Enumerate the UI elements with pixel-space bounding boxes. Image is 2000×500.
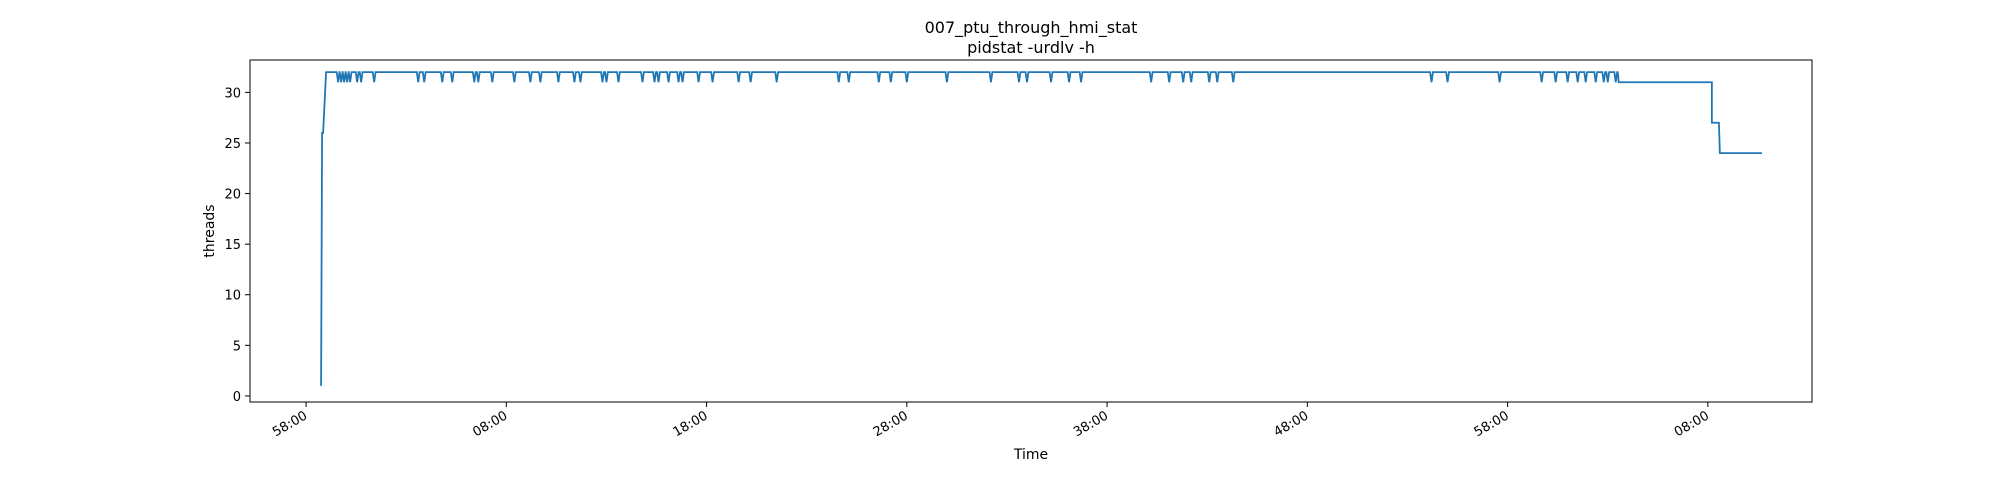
chart-title: 007_ptu_through_hmi_stat <box>925 18 1138 38</box>
x-tick-label: 18:00 <box>671 408 711 440</box>
y-tick-label: 5 <box>233 339 241 354</box>
x-axis-label: Time <box>1013 447 1048 463</box>
x-tick-label: 08:00 <box>1672 408 1712 440</box>
series-line-threads <box>320 71 1762 386</box>
x-tick-label: 28:00 <box>871 408 911 440</box>
y-tick-label: 15 <box>224 238 241 253</box>
x-axis: 58:00 08:00 18:00 28:00 38:00 48:00 58:00 08:00 <box>270 402 1712 440</box>
x-tick-label: 58:00 <box>270 408 310 440</box>
y-axis: 0 5 10 15 20 25 30 <box>224 86 250 405</box>
x-tick-label: 58:00 <box>1472 408 1512 440</box>
y-axis-label: threads <box>202 204 218 257</box>
y-tick-label: 30 <box>224 86 241 101</box>
y-tick-label: 10 <box>224 289 241 304</box>
y-tick-label: 25 <box>224 137 241 152</box>
x-tick-label: 08:00 <box>470 408 510 440</box>
y-tick-label: 0 <box>233 390 241 405</box>
y-tick-label: 20 <box>224 188 241 203</box>
plot-area-frame <box>249 59 1813 403</box>
x-tick-label: 38:00 <box>1071 408 1111 440</box>
chart-subtitle: pidstat -urdlv -h <box>967 38 1095 57</box>
x-tick-label: 48:00 <box>1271 408 1311 440</box>
